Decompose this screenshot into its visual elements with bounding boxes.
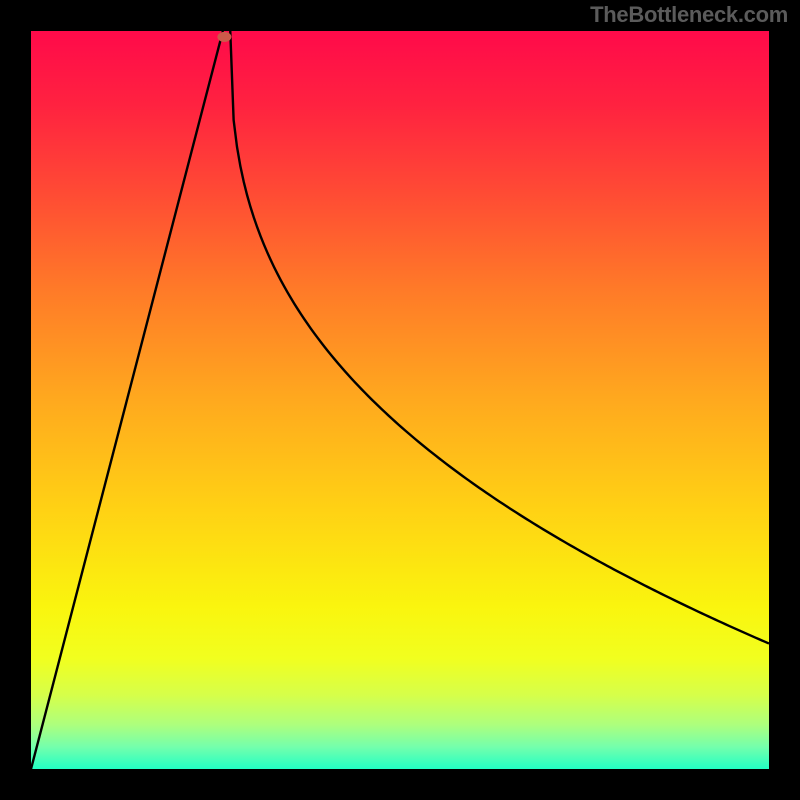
watermark-text: TheBottleneck.com [590,2,788,28]
curve-right-segment [230,31,769,644]
dip-marker [217,32,231,42]
plot-area [31,31,769,769]
bottleneck-curve [31,31,769,769]
curve-left-segment [31,31,223,769]
chart-frame: TheBottleneck.com [0,0,800,800]
